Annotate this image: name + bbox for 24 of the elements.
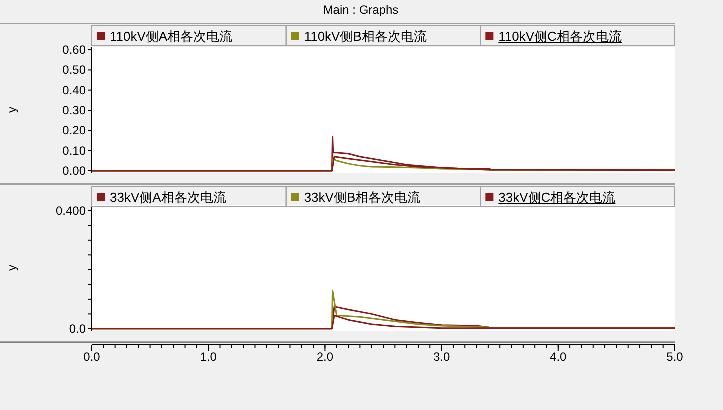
chart-title: Main : Graphs bbox=[323, 3, 399, 17]
y-tick-label: 0.60 bbox=[62, 43, 86, 58]
y-tick-label: 0.00 bbox=[62, 164, 86, 178]
legend-label: 33kV侧B相各次电流 bbox=[304, 190, 421, 205]
legend-label: 110kV侧B相各次电流 bbox=[304, 29, 427, 44]
legend-label: 33kV侧C相各次电流 bbox=[498, 190, 616, 205]
y-tick-label: 0.20 bbox=[62, 124, 86, 138]
y-tick-label: 0.30 bbox=[62, 104, 86, 118]
y-tick-label: 0.10 bbox=[62, 144, 86, 158]
y-tick-label: 0.50 bbox=[62, 63, 86, 78]
x-tick-label: 3.0 bbox=[433, 350, 450, 364]
legend-label: 110kV侧A相各次电流 bbox=[110, 29, 233, 44]
y-tick-label: 0.400 bbox=[56, 204, 86, 218]
x-tick-label: 5.0 bbox=[666, 350, 684, 364]
y-tick-label: 0.0 bbox=[69, 322, 86, 336]
y-axis-title: y bbox=[5, 265, 19, 271]
y-tick-label: 0.40 bbox=[62, 83, 86, 98]
x-tick-label: 4.0 bbox=[550, 350, 568, 364]
x-tick-label: 1.0 bbox=[200, 350, 218, 364]
y-axis-title: y bbox=[5, 107, 19, 113]
x-tick-label: 2.0 bbox=[316, 350, 334, 364]
x-tick-label: 0.0 bbox=[84, 350, 101, 364]
legend-label: 110kV侧C相各次电流 bbox=[498, 29, 622, 44]
legend-label: 33kV侧A相各次电流 bbox=[110, 190, 226, 205]
